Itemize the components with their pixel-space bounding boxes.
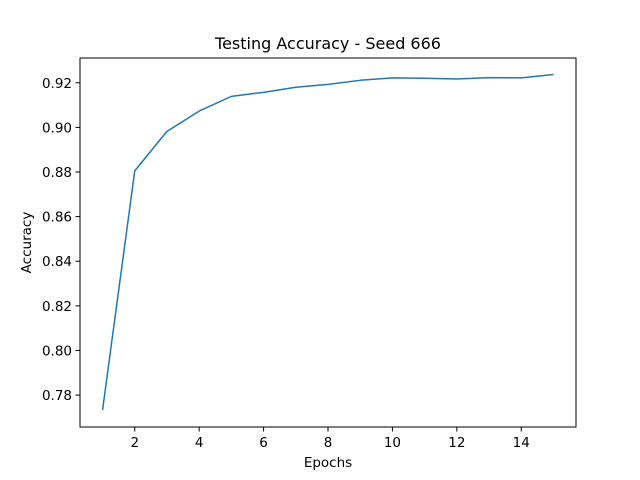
y-tick-label: 0.92	[42, 76, 72, 92]
x-tick-label: 12	[448, 435, 465, 451]
series-line-0	[101, 73, 554, 411]
y-tick-label: 0.80	[42, 343, 72, 359]
x-tick-label: 4	[195, 435, 204, 451]
x-tick-label: 2	[130, 435, 139, 451]
x-axis: 2 4 6 8 10 12 14	[130, 427, 530, 451]
plot-frame	[79, 57, 577, 428]
x-tick-label: 10	[384, 435, 401, 451]
y-tick-label: 0.84	[42, 254, 72, 270]
x-tick-label: 8	[324, 435, 333, 451]
series-layer	[101, 73, 554, 411]
y-axis: 0.78 0.80 0.82 0.84 0.86 0.88 0.90 0.92	[42, 76, 80, 404]
x-tick-label: 14	[513, 435, 530, 451]
x-axis-label: Epochs	[304, 455, 352, 471]
y-tick-label: 0.86	[42, 210, 72, 226]
y-tick-label: 0.88	[42, 165, 72, 181]
y-tick-label: 0.78	[42, 388, 72, 404]
y-tick-label: 0.90	[42, 120, 72, 136]
chart-title: Testing Accuracy - Seed 666	[214, 34, 441, 53]
y-tick-label: 0.82	[42, 299, 72, 315]
y-axis-label: Accuracy	[19, 212, 35, 274]
x-tick-label: 6	[259, 435, 268, 451]
